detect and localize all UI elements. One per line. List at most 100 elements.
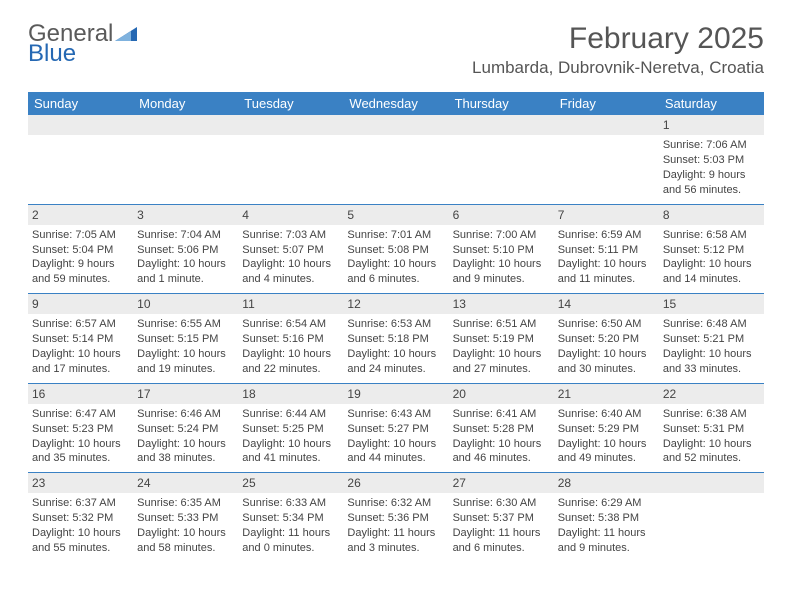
day-details: Sunrise: 6:57 AMSunset: 5:14 PMDaylight:… — [32, 317, 129, 376]
day2-line: and 38 minutes. — [137, 451, 234, 466]
location-subtitle: Lumbarda, Dubrovnik-Neretva, Croatia — [472, 58, 764, 78]
sunrise-line: Sunrise: 7:01 AM — [347, 228, 444, 243]
brand-logo: General Blue — [28, 22, 137, 70]
sunset-line: Sunset: 5:14 PM — [32, 332, 129, 347]
logo-triangle-icon — [115, 23, 137, 46]
day2-line: and 49 minutes. — [558, 451, 655, 466]
day-details: Sunrise: 6:59 AMSunset: 5:11 PMDaylight:… — [558, 228, 655, 287]
day2-line: and 46 minutes. — [453, 451, 550, 466]
sunrise-line: Sunrise: 6:37 AM — [32, 496, 129, 511]
sunset-line: Sunset: 5:10 PM — [453, 243, 550, 258]
day-number: 1 — [659, 115, 764, 135]
day-header: Sunday — [28, 92, 133, 115]
calendar-cell — [133, 115, 238, 204]
day2-line: and 52 minutes. — [663, 451, 760, 466]
sunset-line: Sunset: 5:15 PM — [137, 332, 234, 347]
day-number: 21 — [554, 384, 659, 404]
sunset-line: Sunset: 5:16 PM — [242, 332, 339, 347]
sunset-line: Sunset: 5:23 PM — [32, 422, 129, 437]
day2-line: and 1 minute. — [137, 272, 234, 287]
day2-line: and 22 minutes. — [242, 362, 339, 377]
day-details: Sunrise: 6:35 AMSunset: 5:33 PMDaylight:… — [137, 496, 234, 555]
day1-line: Daylight: 10 hours — [242, 437, 339, 452]
sunrise-line: Sunrise: 7:05 AM — [32, 228, 129, 243]
calendar-cell: 16Sunrise: 6:47 AMSunset: 5:23 PMDayligh… — [28, 383, 133, 473]
day-details: Sunrise: 6:47 AMSunset: 5:23 PMDaylight:… — [32, 407, 129, 466]
day-details: Sunrise: 6:37 AMSunset: 5:32 PMDaylight:… — [32, 496, 129, 555]
calendar-cell: 14Sunrise: 6:50 AMSunset: 5:20 PMDayligh… — [554, 294, 659, 384]
calendar-cell: 7Sunrise: 6:59 AMSunset: 5:11 PMDaylight… — [554, 204, 659, 294]
calendar-cell: 22Sunrise: 6:38 AMSunset: 5:31 PMDayligh… — [659, 383, 764, 473]
calendar-cell: 18Sunrise: 6:44 AMSunset: 5:25 PMDayligh… — [238, 383, 343, 473]
page-header: General Blue February 2025 Lumbarda, Dub… — [28, 22, 764, 78]
calendar-cell — [238, 115, 343, 204]
day-number: 9 — [28, 294, 133, 314]
day-details: Sunrise: 6:54 AMSunset: 5:16 PMDaylight:… — [242, 317, 339, 376]
day-number: 6 — [449, 205, 554, 225]
sunset-line: Sunset: 5:04 PM — [32, 243, 129, 258]
calendar-cell: 25Sunrise: 6:33 AMSunset: 5:34 PMDayligh… — [238, 473, 343, 562]
calendar-cell: 11Sunrise: 6:54 AMSunset: 5:16 PMDayligh… — [238, 294, 343, 384]
day2-line: and 59 minutes. — [32, 272, 129, 287]
sunset-line: Sunset: 5:20 PM — [558, 332, 655, 347]
calendar-cell: 5Sunrise: 7:01 AMSunset: 5:08 PMDaylight… — [343, 204, 448, 294]
day-header: Friday — [554, 92, 659, 115]
calendar-cell: 21Sunrise: 6:40 AMSunset: 5:29 PMDayligh… — [554, 383, 659, 473]
day-header: Monday — [133, 92, 238, 115]
sunrise-line: Sunrise: 6:53 AM — [347, 317, 444, 332]
sunrise-line: Sunrise: 6:46 AM — [137, 407, 234, 422]
day1-line: Daylight: 11 hours — [347, 526, 444, 541]
brand-part2: Blue — [28, 40, 76, 67]
day-details: Sunrise: 7:03 AMSunset: 5:07 PMDaylight:… — [242, 228, 339, 287]
day-number: 3 — [133, 205, 238, 225]
day1-line: Daylight: 11 hours — [558, 526, 655, 541]
day1-line: Daylight: 10 hours — [242, 347, 339, 362]
day2-line: and 17 minutes. — [32, 362, 129, 377]
day-details: Sunrise: 6:38 AMSunset: 5:31 PMDaylight:… — [663, 407, 760, 466]
sunset-line: Sunset: 5:18 PM — [347, 332, 444, 347]
day1-line: Daylight: 10 hours — [242, 257, 339, 272]
day-number: 4 — [238, 205, 343, 225]
day-number — [133, 115, 238, 135]
day1-line: Daylight: 10 hours — [558, 347, 655, 362]
day2-line: and 55 minutes. — [32, 541, 129, 556]
sunrise-line: Sunrise: 7:04 AM — [137, 228, 234, 243]
day1-line: Daylight: 10 hours — [663, 437, 760, 452]
day1-line: Daylight: 10 hours — [137, 347, 234, 362]
day1-line: Daylight: 10 hours — [137, 437, 234, 452]
sunset-line: Sunset: 5:07 PM — [242, 243, 339, 258]
day-number: 17 — [133, 384, 238, 404]
sunrise-line: Sunrise: 7:00 AM — [453, 228, 550, 243]
day2-line: and 9 minutes. — [453, 272, 550, 287]
day2-line: and 56 minutes. — [663, 183, 760, 198]
day1-line: Daylight: 10 hours — [32, 347, 129, 362]
day-details: Sunrise: 6:51 AMSunset: 5:19 PMDaylight:… — [453, 317, 550, 376]
calendar-cell: 3 Sunrise: 7:04 AMSunset: 5:06 PMDaylight… — [133, 204, 238, 294]
day-details: Sunrise: 6:30 AMSunset: 5:37 PMDaylight:… — [453, 496, 550, 555]
day1-line: Daylight: 10 hours — [453, 347, 550, 362]
day-header: Wednesday — [343, 92, 448, 115]
day-details: Sunrise: 7:04 AMSunset: 5:06 PMDaylight:… — [137, 228, 234, 287]
sunset-line: Sunset: 5:38 PM — [558, 511, 655, 526]
calendar-cell: 10Sunrise: 6:55 AMSunset: 5:15 PMDayligh… — [133, 294, 238, 384]
sunrise-line: Sunrise: 6:57 AM — [32, 317, 129, 332]
day-number: 12 — [343, 294, 448, 314]
day-details: Sunrise: 7:01 AMSunset: 5:08 PMDaylight:… — [347, 228, 444, 287]
sunset-line: Sunset: 5:08 PM — [347, 243, 444, 258]
sunrise-line: Sunrise: 6:33 AM — [242, 496, 339, 511]
calendar-cell — [554, 115, 659, 204]
sunset-line: Sunset: 5:31 PM — [663, 422, 760, 437]
day-details: Sunrise: 6:53 AMSunset: 5:18 PMDaylight:… — [347, 317, 444, 376]
day-number — [554, 115, 659, 135]
day-header: Saturday — [659, 92, 764, 115]
sunset-line: Sunset: 5:03 PM — [663, 153, 760, 168]
calendar-cell: 12 Sunrise: 6:53 AMSunset: 5:18 PMDayligh… — [343, 294, 448, 384]
day2-line: and 58 minutes. — [137, 541, 234, 556]
day2-line: and 4 minutes. — [242, 272, 339, 287]
day2-line: and 19 minutes. — [137, 362, 234, 377]
sunset-line: Sunset: 5:11 PM — [558, 243, 655, 258]
title-block: February 2025 Lumbarda, Dubrovnik-Neretv… — [472, 22, 764, 78]
sunrise-line: Sunrise: 6:41 AM — [453, 407, 550, 422]
sunset-line: Sunset: 5:28 PM — [453, 422, 550, 437]
day-number: 14 — [554, 294, 659, 314]
